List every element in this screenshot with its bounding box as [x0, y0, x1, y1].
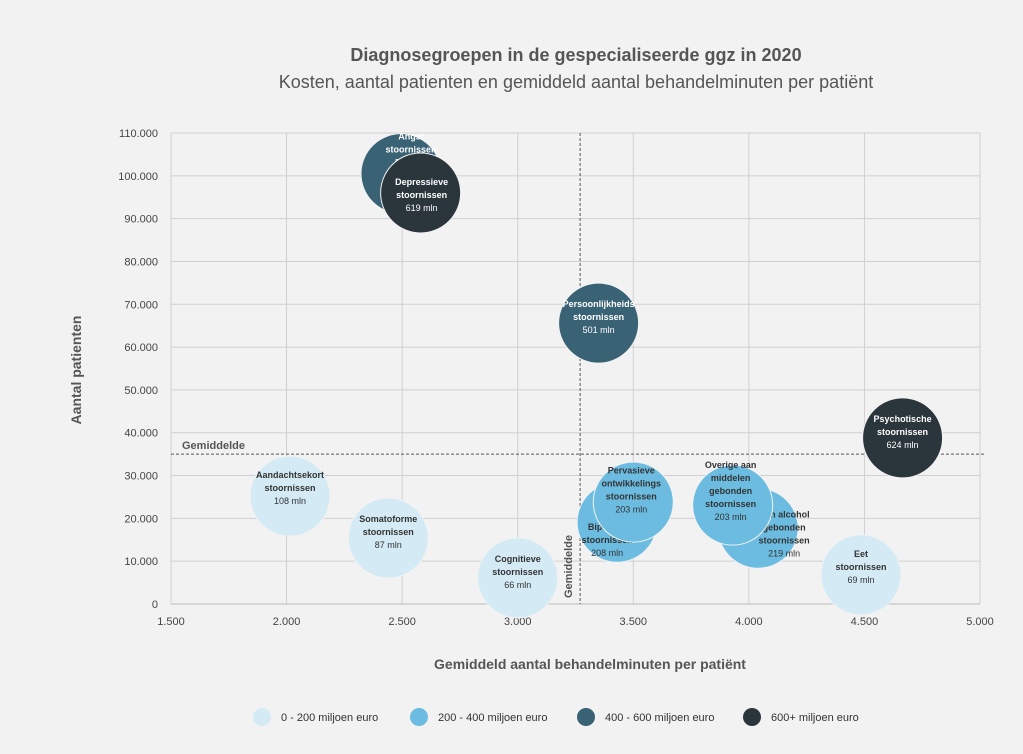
bubble-circle — [249, 455, 331, 537]
bubble: Eet stoornissen 69 mln — [820, 534, 902, 616]
y-tick-label: 110.000 — [119, 128, 158, 140]
x-tick-label: 5.000 — [966, 616, 994, 628]
legend-label: 0 - 200 miljoen euro — [281, 712, 378, 724]
bubble-label: gebonden — [709, 486, 752, 496]
x-tick-label: 1.500 — [157, 616, 185, 628]
bubble: Aandachtsekort stoornissen 108 mln — [249, 455, 331, 537]
legend-item: 200 - 400 miljoen euro — [410, 708, 547, 726]
bubble-label: middelen — [711, 473, 751, 483]
bubble: Overige aan middelen gebonden stoornissen 20… — [692, 460, 774, 546]
y-tick-label: 10.000 — [124, 556, 158, 568]
bubble-label: stoornissen — [606, 492, 657, 502]
y-tick-label: 0 — [152, 599, 158, 611]
y-tick-label: 90.000 — [124, 214, 158, 226]
bubble-value: 66 mln — [504, 580, 531, 590]
bubble-label: Persoonlijkheids — [563, 299, 635, 309]
legend-label: 600+ miljoen euro — [771, 712, 859, 724]
bubble-label: stoornissen — [492, 567, 543, 577]
bubble-label: Angst — [398, 132, 424, 142]
bubble-value: 501 mln — [583, 325, 615, 335]
bubble-value: 208 mln — [591, 548, 623, 558]
y-tick-label: 60.000 — [124, 342, 158, 354]
bubble-label: Cognitieve — [495, 554, 541, 564]
bubble-label: stoornissen — [759, 536, 810, 546]
bubble-label: Overige aan — [705, 460, 757, 470]
bubble-label: stoornissen — [705, 499, 756, 509]
x-tick-label: 2.500 — [388, 616, 416, 628]
bubble-label: Somatoforme — [359, 514, 417, 524]
legend-item: 600+ miljoen euro — [743, 708, 859, 726]
bubble-label: stoornissen — [877, 427, 928, 437]
bubble-label: Depressieve — [395, 177, 448, 187]
legend-item: 400 - 600 miljoen euro — [577, 708, 714, 726]
y-tick-label: 100.000 — [118, 171, 158, 183]
bubble-circle — [477, 537, 559, 619]
bubble: Pervasieve ontwikkelings stoornissen 203 ml… — [592, 461, 674, 543]
bubble-label: stoornissen — [396, 190, 447, 200]
x-tick-label: 3.500 — [620, 616, 648, 628]
y-tick-label: 70.000 — [124, 299, 158, 311]
bubble-value: 619 mln — [406, 203, 438, 213]
chart-subtitle: Kosten, aantal patienten en gemiddeld aa… — [279, 72, 873, 92]
bubble-circle — [862, 397, 944, 479]
bubble-label: stoornissen — [582, 535, 633, 545]
bubble-label: Eet — [854, 549, 868, 559]
bubble-value: 203 mln — [715, 512, 747, 522]
bubble-label: stoornissen — [385, 145, 436, 155]
bubble-circle — [347, 497, 429, 579]
bubble-label: stoornissen — [265, 483, 316, 493]
bubble-value: 624 mln — [887, 440, 919, 450]
legend-swatch — [253, 708, 271, 726]
y-tick-label: 20.000 — [124, 513, 158, 525]
bubble: Psychotische stoornissen 624 mln — [862, 397, 944, 479]
y-tick-label: 80.000 — [124, 256, 158, 268]
bubble: Depressieve stoornissen 619 mln — [380, 152, 462, 234]
bubble: Somatoforme stoornissen 87 mln — [347, 497, 429, 579]
bubble-label: stoornissen — [573, 312, 624, 322]
x-tick-label: 2.000 — [273, 616, 301, 628]
legend-swatch — [410, 708, 428, 726]
y-axis-label: Aantal patienten — [68, 316, 84, 425]
chart-title: Diagnosegroepen in de gespecialiseerde g… — [350, 45, 801, 65]
legend-label: 200 - 400 miljoen euro — [438, 712, 547, 724]
bubble-label: stoornissen — [835, 562, 886, 572]
y-tick-label: 30.000 — [124, 471, 158, 483]
x-axis-label: Gemiddeld aantal behandelminuten per pat… — [434, 656, 746, 672]
bubble-circle — [558, 282, 640, 364]
bubble: Persoonlijkheids stoornissen 501 mln — [558, 282, 640, 364]
x-tick-label: 4.500 — [851, 616, 879, 628]
bubble-value: 87 mln — [375, 540, 402, 550]
legend-label: 400 - 600 miljoen euro — [605, 712, 714, 724]
mean-y-label: Gemiddelde — [182, 440, 245, 452]
x-tick-label: 4.000 — [735, 616, 763, 628]
bubble-value: 108 mln — [274, 496, 306, 506]
bubble: Cognitieve stoornissen 66 mln — [477, 537, 559, 619]
y-tick-label: 50.000 — [124, 385, 158, 397]
bubble-circle — [820, 534, 902, 616]
bubble-label: Pervasieve — [608, 466, 655, 476]
bubble-value: 219 mln — [768, 549, 800, 559]
x-tick-label: 3.000 — [504, 616, 532, 628]
y-tick-label: 40.000 — [124, 428, 158, 440]
bubble-label: gebonden — [763, 523, 806, 533]
bubble-label: ontwikkelings — [602, 479, 662, 489]
bubble-label: Aandachtsekort — [256, 470, 324, 480]
bubble-label: Psychotische — [874, 414, 932, 424]
legend-item: 0 - 200 miljoen euro — [253, 708, 378, 726]
bubble-label: stoornissen — [363, 527, 414, 537]
bubble-value: 69 mln — [847, 575, 874, 585]
bubble-circle — [592, 461, 674, 543]
legend-swatch — [743, 708, 761, 726]
bubble-value: 203 mln — [615, 505, 647, 515]
bubble-label: Aan alcohol — [759, 510, 810, 520]
bubble-circle — [380, 152, 462, 234]
bubble-circle — [692, 464, 774, 546]
mean-x-label: Gemiddelde — [563, 535, 575, 598]
legend-swatch — [577, 708, 595, 726]
